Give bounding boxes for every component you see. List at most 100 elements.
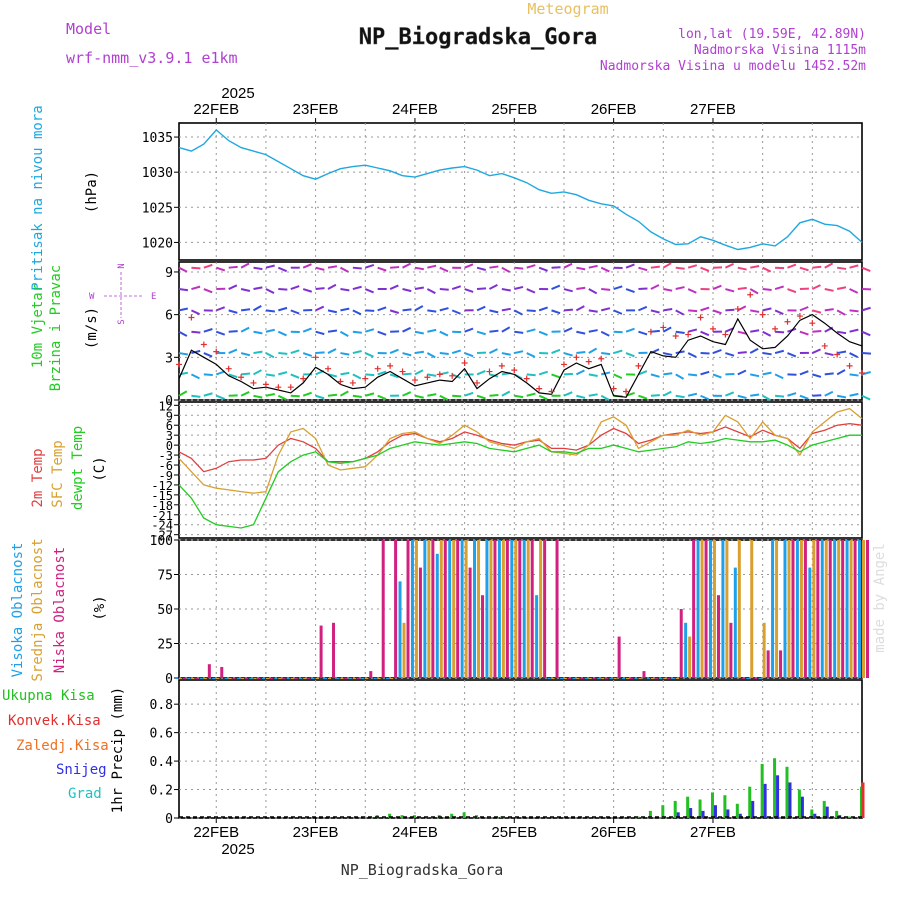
wind-arrow [203, 392, 213, 397]
wind-gust-marker [809, 320, 816, 327]
wind-gust-marker [461, 360, 468, 367]
top-day-label: 22FEB [193, 101, 239, 118]
wind-frame [178, 261, 863, 401]
mid-cloud-bar [377, 678, 381, 679]
wind-arrow [601, 371, 611, 376]
high-cloud-bar [684, 622, 688, 678]
wind-arrow [650, 309, 660, 314]
mid-cloud-bar [228, 678, 232, 679]
wind-arrow [849, 352, 859, 359]
wind-arrow [687, 392, 698, 397]
wind-arrow [712, 284, 722, 290]
wind-arrow [203, 373, 213, 376]
wind-arrow [327, 348, 337, 354]
wind-arrow [451, 309, 461, 315]
wind-arrow [377, 306, 387, 312]
temp-unit: (C) [92, 456, 108, 481]
y-tick-label: 6 [166, 419, 173, 433]
wind-arrow [427, 264, 437, 269]
wind-arrow [600, 266, 610, 273]
total-precip-bar [698, 799, 702, 818]
high-cloud-bar [175, 678, 178, 679]
wind-gust-marker [610, 385, 617, 392]
wind-arrow [725, 391, 735, 397]
total-precip-bar [748, 786, 752, 818]
wind-gust-marker [536, 385, 543, 392]
y-tick-label: 0.8 [150, 698, 173, 713]
y-tick-label: -18 [151, 499, 173, 513]
wind-arrow [451, 373, 461, 379]
wind-arrow [861, 394, 871, 401]
wind-panel [176, 262, 872, 401]
wind-arrow [712, 349, 722, 354]
snow-bar [738, 813, 742, 818]
total-precip-bar [723, 795, 727, 818]
wind-arrow [861, 266, 871, 272]
wind-arrow [414, 266, 424, 271]
wind-arrow [750, 393, 760, 397]
low-cloud-bar [679, 609, 683, 678]
wind-arrow [762, 266, 772, 273]
wind-arrow [563, 372, 574, 376]
wind-arrow [526, 328, 536, 333]
high-cloud-bar [187, 678, 191, 679]
wind-arrow [824, 262, 834, 269]
wind-gust-marker [672, 332, 679, 339]
wind-arrow [278, 352, 288, 355]
wind-gust-marker [387, 362, 394, 369]
precip-unit: 1hr Precip (mm) [110, 687, 126, 813]
wind-arrow [265, 309, 275, 313]
wind-arrow [588, 393, 598, 397]
bottom-year-label: 2025 [221, 841, 254, 858]
wind-gust-marker [176, 361, 182, 368]
wind-arrow [762, 394, 772, 401]
wind-arrow [799, 394, 809, 400]
wind-arrow [302, 391, 312, 397]
low-cloud-bar [766, 650, 770, 678]
wind-arrow [203, 288, 213, 294]
wind-arrow [588, 288, 598, 295]
wind-arrow [414, 350, 424, 355]
wind-gust-marker [598, 355, 605, 362]
wind-arrow [750, 264, 760, 269]
wind-arrow [836, 330, 847, 335]
mid-cloud-bar [452, 540, 456, 678]
wind-gust-marker [449, 372, 456, 379]
wind-arrow [538, 330, 548, 336]
wind-arrow [700, 394, 710, 401]
high-cloud-bar [410, 540, 414, 678]
wind-arrow [787, 288, 797, 294]
high-cloud-bar [646, 678, 650, 679]
pressure-panel [178, 129, 863, 251]
wind-arrow [414, 286, 424, 291]
wind-arrow [601, 352, 611, 356]
wind-arrow [675, 373, 685, 380]
high-cloud-bar [212, 678, 216, 679]
wind-arrow [364, 263, 375, 269]
high-cloud-bar [833, 540, 837, 678]
low-cloud-bar [282, 678, 286, 679]
wind-gust-marker [859, 369, 865, 376]
y-tick-label: 1025 [142, 201, 173, 216]
dewpt-label: dewpt Temp [70, 426, 86, 510]
freezing-precip-label: Zaledj.Kisa [16, 738, 109, 754]
temp2m-line [178, 422, 863, 473]
high-cloud-bar [473, 540, 477, 678]
wind-arrow [315, 351, 325, 355]
wind-arrow [514, 330, 524, 334]
wind-arrow [191, 349, 201, 355]
wind-arrow [638, 266, 648, 272]
wind-arrow [203, 328, 213, 333]
y-tick-labels: 10351030102510209630129630-3-6-9-12-15-1… [142, 131, 179, 827]
mid-cloud-bar [812, 540, 816, 678]
wind-arrow [799, 330, 809, 336]
high-cloud-bar [746, 678, 750, 679]
dewpt-line [178, 434, 862, 529]
low-cloud-bar [381, 540, 385, 678]
low-cloud-bar [630, 678, 634, 679]
wind-arrow [762, 330, 772, 337]
wind-gust-marker [647, 328, 654, 335]
high-cloud-bar [299, 678, 303, 679]
wind-unit: (m/s) [84, 307, 100, 349]
low-cloud-bar [294, 678, 298, 679]
